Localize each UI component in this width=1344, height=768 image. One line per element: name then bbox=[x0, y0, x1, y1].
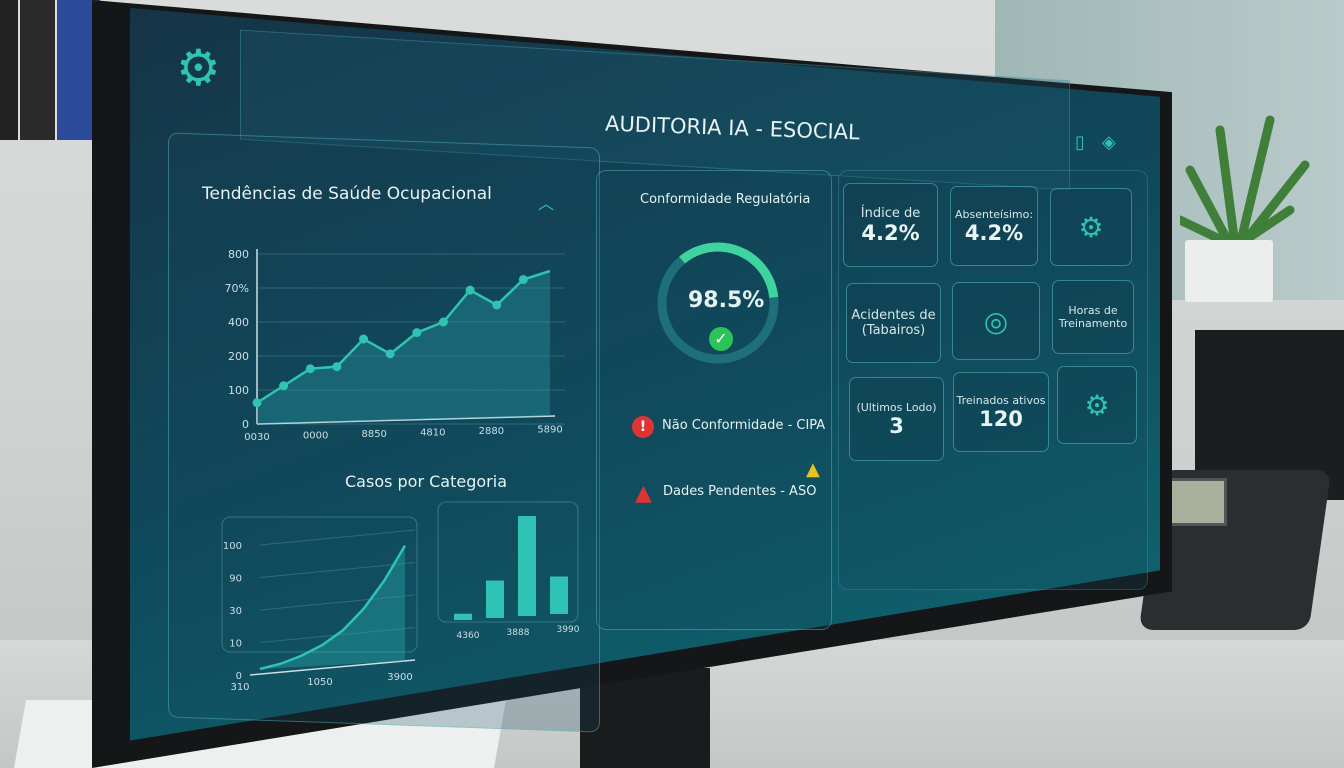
compliance-gauge bbox=[657, 242, 779, 364]
y-tick-label: 400 bbox=[228, 316, 249, 329]
tile-gear[interactable]: ⚙ bbox=[1050, 188, 1132, 266]
tile-value: 4.2% bbox=[861, 220, 920, 245]
line-chart: 0 100 200 400 70% 800 0030 0000 8850 4810 2880 5890 bbox=[225, 248, 565, 443]
categories-title: Casos por Categoria bbox=[345, 472, 507, 491]
plant-pot bbox=[1185, 240, 1273, 302]
data-point bbox=[305, 364, 315, 374]
x-tick-label: 3900 bbox=[387, 672, 412, 683]
x-tick-label: 5890 bbox=[537, 425, 562, 436]
data-point bbox=[412, 328, 422, 338]
tile-value: 120 bbox=[979, 406, 1023, 431]
diamond-icon[interactable]: ◈ bbox=[1102, 132, 1116, 153]
x-tick-label: 4360 bbox=[457, 631, 480, 641]
warning-icon: ▲ bbox=[635, 481, 652, 506]
data-point bbox=[492, 300, 502, 310]
gear-icon: ⚙ bbox=[1078, 210, 1104, 244]
tile-absenteismo[interactable]: Absenteísimo: 4.2% bbox=[950, 186, 1038, 266]
trends-title: Tendências de Saúde Ocupacional bbox=[202, 184, 492, 204]
data-point bbox=[332, 362, 342, 372]
data-point bbox=[518, 275, 528, 284]
y-tick-label: 200 bbox=[228, 350, 249, 363]
series-line bbox=[256, 269, 551, 404]
data-point bbox=[385, 349, 395, 359]
series-line bbox=[259, 544, 407, 671]
x-axis bbox=[256, 415, 556, 425]
x-tick-label: 8850 bbox=[361, 429, 386, 440]
chart-frame bbox=[221, 516, 418, 653]
tile-indice[interactable]: Índice de 4.2% bbox=[843, 183, 938, 267]
x-tick-label: 0000 bbox=[303, 431, 328, 442]
compliance-title: Conformidade Regulatória bbox=[640, 192, 811, 207]
warning-triangle-icon: ▲ bbox=[806, 459, 820, 480]
y-tick-label: 100 bbox=[223, 541, 242, 552]
x-tick-label: 3990 bbox=[557, 625, 580, 635]
chevron-up-icon[interactable]: ︿ bbox=[538, 194, 555, 213]
x-tick-label: 2880 bbox=[479, 426, 504, 437]
bar-chart: 4360 3888 3990 bbox=[437, 501, 580, 641]
y-tick-label: 0 bbox=[242, 418, 249, 431]
tile-gear-2[interactable]: ⚙ bbox=[1057, 366, 1137, 444]
tile-label: Treinados ativos bbox=[956, 393, 1046, 407]
data-point bbox=[252, 398, 262, 408]
y-tick-label: 30 bbox=[229, 606, 242, 617]
alert-aso[interactable]: Dades Pendentes - ASO bbox=[663, 484, 817, 499]
data-point bbox=[359, 334, 369, 344]
x-tick-label: 4810 bbox=[420, 428, 445, 439]
gridline bbox=[259, 562, 416, 578]
x-tick-label: 1050 bbox=[307, 677, 332, 688]
plant bbox=[1175, 110, 1310, 250]
tile-label: (Ultimos Lodo) bbox=[856, 400, 937, 414]
tile-horas[interactable]: Horas de Treinamento bbox=[1052, 280, 1134, 354]
tile-ultimos[interactable]: (Ultimos Lodo) 3 bbox=[849, 377, 944, 461]
gridline bbox=[259, 594, 416, 611]
x-tick-label: 0030 bbox=[244, 432, 269, 443]
data-point bbox=[438, 317, 448, 327]
kpi-panel bbox=[838, 170, 1148, 590]
tile-treinados[interactable]: Treinados ativos 120 bbox=[953, 372, 1049, 452]
tile-label: Horas de Treinamento bbox=[1058, 304, 1128, 330]
x-tick-label: 310 bbox=[230, 682, 249, 693]
bar bbox=[486, 580, 504, 618]
gauge-fill bbox=[657, 242, 779, 364]
x-axis bbox=[249, 659, 416, 676]
monitor-stand bbox=[580, 668, 710, 768]
gear-icon: ⚙ bbox=[1084, 388, 1110, 422]
y-tick-label: 100 bbox=[228, 384, 249, 397]
tile-value: 4.2% bbox=[964, 220, 1024, 245]
tile-label: Índice de bbox=[860, 205, 921, 221]
bar bbox=[550, 576, 568, 614]
y-tick-label: 90 bbox=[229, 574, 242, 585]
check-circle-icon: ✓ bbox=[709, 327, 733, 351]
target-icon: ◎ bbox=[983, 304, 1009, 338]
y-tick-label: 0 bbox=[236, 671, 242, 682]
tile-value: 3 bbox=[889, 413, 904, 438]
y-tick-label: 800 bbox=[228, 248, 249, 261]
area-chart: 0 10 30 90 100 310 1050 3900 bbox=[221, 516, 418, 693]
chart-frame bbox=[437, 501, 579, 623]
binders bbox=[0, 0, 100, 140]
compliance-value: 98.5% bbox=[688, 288, 765, 313]
data-point bbox=[465, 285, 475, 295]
tile-label: Acidentes de (Tabairos) bbox=[851, 308, 936, 338]
gridline bbox=[259, 529, 416, 546]
bar bbox=[454, 613, 472, 620]
settings-button[interactable]: ⚙ bbox=[176, 39, 221, 97]
tile-label: Absenteísimo: bbox=[954, 207, 1034, 221]
bar bbox=[518, 516, 536, 616]
tile-acidentes[interactable]: Acidentes de (Tabairos) bbox=[846, 283, 941, 363]
y-tick-label: 10 bbox=[229, 639, 242, 650]
y-tick-label: 70% bbox=[225, 282, 249, 295]
phone-display bbox=[1165, 478, 1227, 526]
x-tick-label: 3888 bbox=[507, 628, 530, 638]
area-fill bbox=[260, 545, 405, 669]
error-icon: ! bbox=[632, 416, 654, 438]
alert-cipa[interactable]: Não Conformidade - CIPA bbox=[662, 418, 826, 433]
clipboard-icon[interactable]: ▯ bbox=[1075, 132, 1085, 153]
tile-target[interactable]: ◎ bbox=[952, 282, 1040, 360]
line-area bbox=[257, 271, 550, 424]
data-point bbox=[279, 381, 289, 391]
